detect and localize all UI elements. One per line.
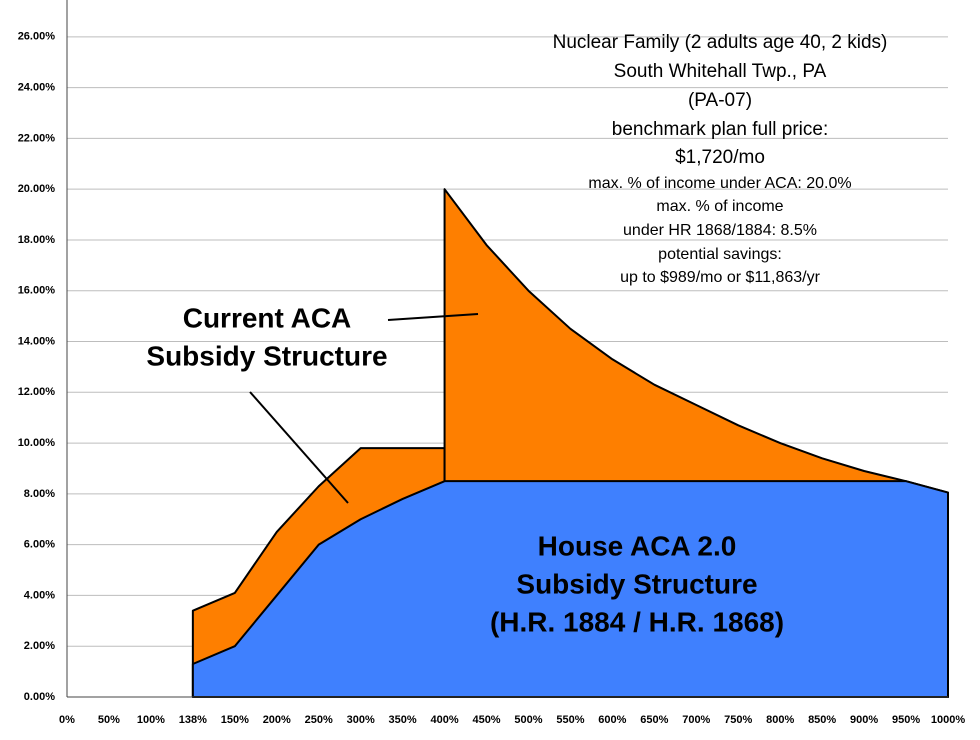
- x-tick-label: 138%: [179, 714, 207, 726]
- annotation: South Whitehall Twp., PA: [614, 61, 827, 82]
- annotation: House ACA 2.0: [538, 530, 737, 561]
- y-tick-label: 10.00%: [18, 437, 56, 449]
- x-tick-label: 600%: [598, 714, 626, 726]
- x-tick-label: 400%: [431, 714, 459, 726]
- x-tick-label: 350%: [389, 714, 417, 726]
- x-tick-label: 300%: [347, 714, 375, 726]
- annotation: Subsidy Structure: [146, 340, 387, 371]
- pointer: [387, 313, 479, 321]
- x-tick-label: 900%: [850, 714, 878, 726]
- y-tick-label: 12.00%: [18, 386, 56, 398]
- x-tick-label: 550%: [556, 714, 584, 726]
- annotation: $1,720/mo: [675, 147, 765, 168]
- x-tick-label: 100%: [137, 714, 165, 726]
- y-tick-label: 8.00%: [24, 488, 55, 500]
- annotation: max. % of income under ACA: 20.0%: [588, 175, 851, 192]
- y-tick-label: 22.00%: [18, 132, 56, 144]
- annotation: (PA-07): [688, 90, 752, 111]
- house-label: House ACA 2.0 Subsidy Structure (H.R. 18…: [490, 530, 784, 637]
- x-tick-label: 50%: [98, 714, 120, 726]
- x-tick-label: 1000%: [931, 714, 965, 726]
- annotation: under HR 1868/1884: 8.5%: [623, 222, 817, 239]
- y-tick-label: 4.00%: [24, 589, 55, 601]
- pointer: [249, 391, 349, 504]
- y-tick-label: 6.00%: [24, 539, 55, 551]
- x-tick-label: 500%: [514, 714, 542, 726]
- y-tick-label: 20.00%: [18, 183, 56, 195]
- y-tick-label: 18.00%: [18, 234, 56, 246]
- aca-label: Current ACA Subsidy Structure: [146, 302, 387, 371]
- x-tick-label: 750%: [724, 714, 752, 726]
- x-tick-label: 450%: [472, 714, 500, 726]
- x-tick-label: 0%: [59, 714, 75, 726]
- y-tick-label: 2.00%: [24, 640, 55, 652]
- x-tick-label: 250%: [305, 714, 333, 726]
- info-block: Nuclear Family (2 adults age 40, 2 kids)…: [553, 32, 888, 286]
- x-tick-label: 800%: [766, 714, 794, 726]
- annotation: Nuclear Family (2 adults age 40, 2 kids): [553, 32, 888, 53]
- areas: [191, 188, 949, 698]
- x-tick-label: 200%: [263, 714, 291, 726]
- annotation: benchmark plan full price:: [612, 119, 829, 140]
- annotation: max. % of income: [656, 198, 783, 215]
- y-tick-label: 26.00%: [18, 31, 56, 43]
- annotation: Current ACA: [183, 302, 352, 333]
- x-tick-label: 950%: [892, 714, 920, 726]
- x-tick-label: 150%: [221, 714, 249, 726]
- annotation: potential savings:: [658, 246, 782, 263]
- ticks: 0.00% 2.00% 4.00% 6.00% 8.00% 10.00% 12.00% 14.…: [18, 31, 966, 726]
- y-tick-label: 14.00%: [18, 335, 56, 347]
- annotation: up to $989/mo or $11,863/yr: [620, 269, 821, 286]
- x-tick-label: 700%: [682, 714, 710, 726]
- y-tick-label: 24.00%: [18, 82, 56, 94]
- annotation: (H.R. 1884 / H.R. 1868): [490, 606, 784, 637]
- y-tick-label: 0.00%: [24, 691, 55, 703]
- area: [191, 480, 949, 698]
- x-tick-label: 650%: [640, 714, 668, 726]
- annotation: Subsidy Structure: [516, 568, 757, 599]
- x-tick-label: 850%: [808, 714, 836, 726]
- y-tick-label: 16.00%: [18, 285, 56, 297]
